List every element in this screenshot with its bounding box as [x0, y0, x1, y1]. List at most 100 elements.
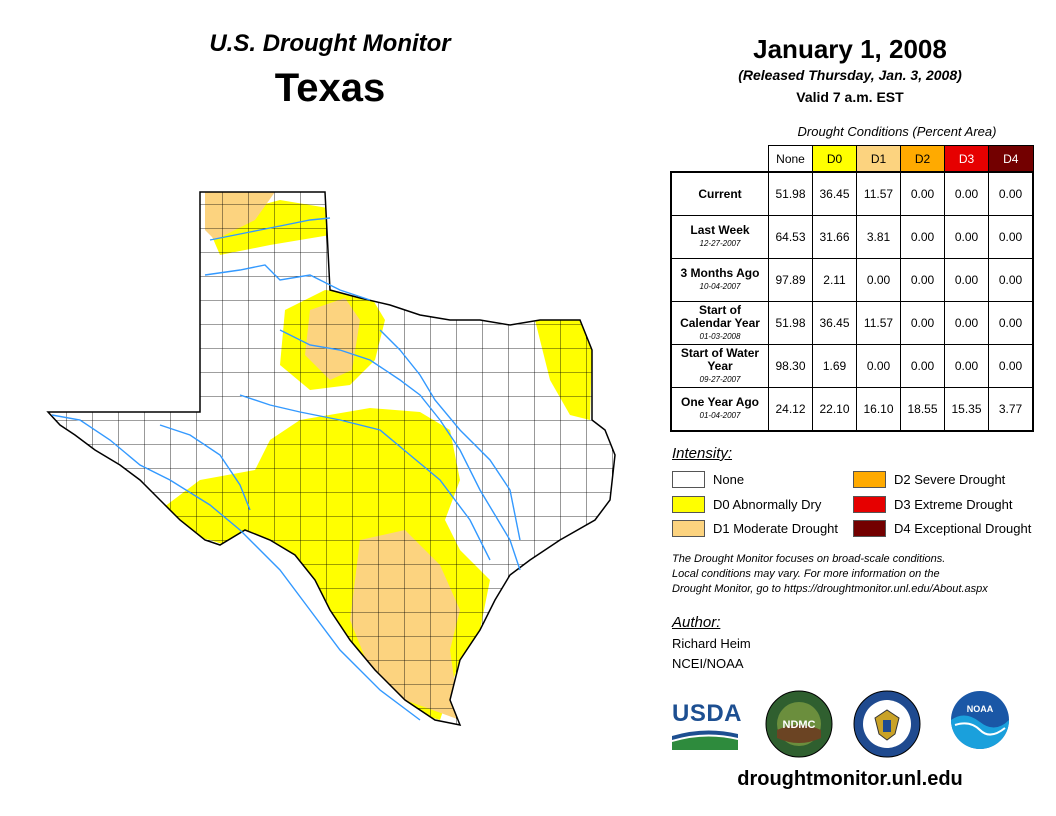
author-org: NCEI/NOAA [672, 656, 744, 671]
county-boundaries [48, 192, 615, 725]
table-cell: 1.69 [812, 344, 857, 388]
table-cell: 64.53 [768, 215, 813, 259]
legend-label: D3 Extreme Drought [894, 497, 1013, 512]
row-label: Last Week [690, 223, 750, 237]
legend-label: D2 Severe Drought [894, 472, 1006, 487]
row-label: Current [698, 186, 742, 201]
row-header: Start of Water Year 09-27-2007 [670, 344, 769, 388]
table-cell: 2.11 [812, 258, 857, 302]
table-cell: 0.00 [856, 344, 901, 388]
legend-swatch-d2 [853, 471, 886, 488]
table-cell: 16.10 [856, 387, 901, 432]
row-label: 3 Months Ago [680, 266, 760, 280]
table-cell: 0.00 [944, 301, 989, 345]
author-heading: Author: [672, 614, 721, 631]
table-cell: 51.98 [768, 301, 813, 345]
table-cell: 97.89 [768, 258, 813, 302]
noaa-logo-text: NOAA [967, 704, 994, 714]
legend-label: D4 Exceptional Drought [894, 521, 1032, 536]
state-title: Texas [274, 66, 386, 110]
table-cell: 0.00 [988, 344, 1034, 388]
table-cell: 98.30 [768, 344, 813, 388]
table-cell: 18.55 [900, 387, 945, 432]
table-cell: 0.00 [900, 171, 945, 216]
legend-item-none: None [672, 471, 744, 488]
table-cell: 0.00 [900, 301, 945, 345]
legend-swatch-d4 [853, 520, 886, 537]
river-brazos [279, 329, 521, 571]
table-header-row: None D0 D1 D2 D3 D4 [671, 145, 1034, 173]
table-cell: 3.77 [988, 387, 1034, 432]
table-cell: 24.12 [768, 387, 813, 432]
row-header: Current [670, 171, 769, 216]
table-row: Current 51.98 36.45 11.57 0.00 0.00 0.00 [670, 171, 1034, 216]
table-corner [671, 146, 769, 173]
table-caption: Drought Conditions (Percent Area) [797, 124, 997, 139]
row-label: Start of Calendar Year [680, 302, 760, 330]
noaa-logo: NOAA [951, 691, 1009, 749]
table-cell: 0.00 [944, 171, 989, 216]
column-header-d1: D1 [856, 145, 901, 173]
legend-swatch-d0 [672, 496, 705, 513]
table-cell: 0.00 [988, 171, 1034, 216]
table-cell: 0.00 [944, 258, 989, 302]
row-label: One Year Ago [680, 395, 760, 409]
legend-heading: Intensity: [672, 445, 733, 462]
disclaimer-line: Local conditions may vary. For more info… [672, 568, 940, 580]
ndmc-logo: NDMC [765, 690, 833, 758]
disclaimer-line[interactable]: Drought Monitor, go to https://droughtmo… [672, 583, 988, 595]
map-date: January 1, 2008 [753, 34, 947, 64]
legend-item-d3: D3 Extreme Drought [853, 496, 1013, 513]
row-header: Start of Calendar Year 01-03-2008 [670, 301, 769, 345]
table-cell: 0.00 [988, 258, 1034, 302]
map-title: U.S. Drought Monitor [209, 30, 451, 57]
table-cell: 15.35 [944, 387, 989, 432]
table-cell: 11.57 [856, 301, 901, 345]
table-cell: 31.66 [812, 215, 857, 259]
table-cell: 22.10 [812, 387, 857, 432]
disclaimer-line: The Drought Monitor focuses on broad-sca… [672, 553, 946, 565]
table-row: One Year Ago 01-04-2007 24.12 22.10 16.10 18.… [670, 387, 1034, 432]
table-cell: 0.00 [988, 215, 1034, 259]
legend-swatch-d1 [672, 520, 705, 537]
table-cell: 0.00 [988, 301, 1034, 345]
legend-swatch-d3 [853, 496, 886, 513]
river-rio-grande [51, 414, 421, 721]
table-cell: 3.81 [856, 215, 901, 259]
rivers [51, 217, 521, 721]
commerce-seal-logo [853, 690, 921, 758]
legend-item-d2: D2 Severe Drought [853, 471, 1005, 488]
legend-item-d1: D1 Moderate Drought [672, 520, 838, 537]
table-row: 3 Months Ago 10-04-2007 97.89 2.11 0.00 0.00 0… [670, 258, 1034, 302]
footer-url[interactable]: droughtmonitor.unl.edu [737, 768, 963, 790]
table-cell: 0.00 [856, 258, 901, 302]
table-cell: 0.00 [944, 215, 989, 259]
legend-swatch-none [672, 471, 705, 488]
legend-label: D1 Moderate Drought [713, 521, 839, 536]
table-cell: 36.45 [812, 171, 857, 216]
river-trinity [379, 329, 521, 541]
river-canadian [209, 217, 331, 241]
row-header: Last Week 12-27-2007 [670, 215, 769, 259]
column-header-d2: D2 [900, 145, 945, 173]
legend-item-d4: D4 Exceptional Drought [853, 520, 1031, 537]
row-date: 12-27-2007 [699, 239, 741, 248]
column-header-d0: D0 [812, 145, 857, 173]
row-label: Start of Water Year [680, 345, 760, 373]
row-date: 01-04-2007 [699, 411, 741, 420]
table-row: Last Week 12-27-2007 64.53 31.66 3.81 0.00 0.0… [670, 215, 1034, 259]
texas-outline [46, 191, 616, 727]
usda-logo-stripes [672, 730, 738, 750]
row-header: One Year Ago 01-04-2007 [670, 387, 769, 432]
legend-item-d0: D0 Abnormally Dry [672, 496, 821, 513]
row-date: 09-27-2007 [699, 374, 741, 384]
column-header-none: None [768, 145, 813, 173]
table-row: Start of Water Year 09-27-2007 98.30 1.69 0.… [670, 344, 1034, 388]
valid-time: Valid 7 a.m. EST [796, 89, 904, 105]
legend-label: D0 Abnormally Dry [713, 497, 822, 512]
table-cell: 36.45 [812, 301, 857, 345]
table-cell: 0.00 [900, 215, 945, 259]
column-header-d4: D4 [988, 145, 1034, 173]
row-header: 3 Months Ago 10-04-2007 [670, 258, 769, 302]
disclaimer: The Drought Monitor focuses on broad-sca… [672, 552, 1052, 597]
